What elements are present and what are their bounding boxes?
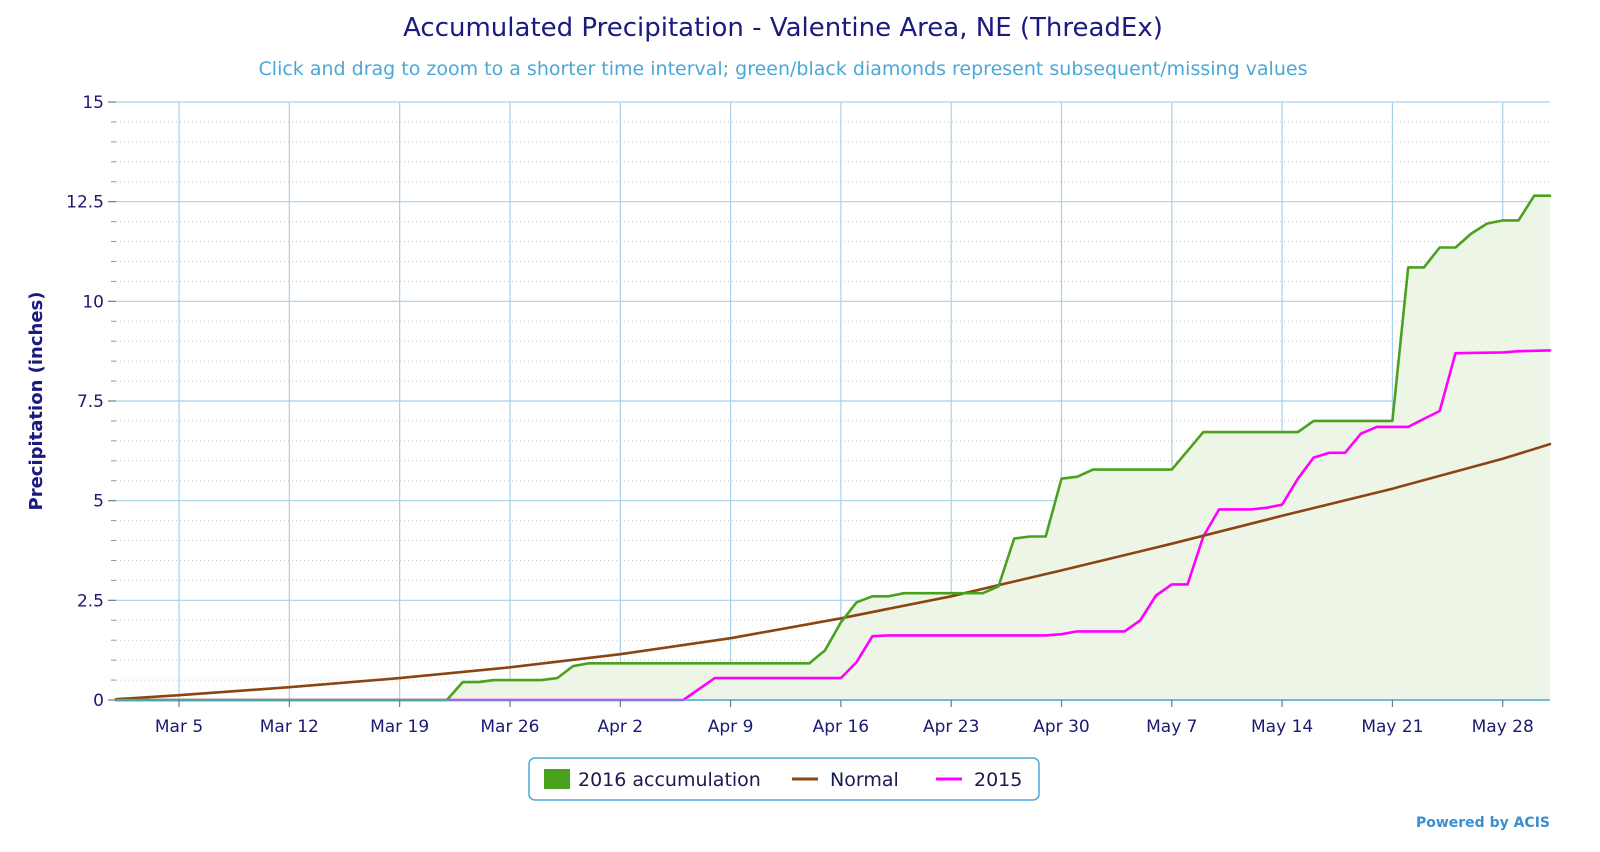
legend-label-2016-accumulation: 2016 accumulation: [578, 769, 761, 791]
y-axis-title: Precipitation (inches): [26, 292, 47, 511]
y-axis-ticks: 0 2.5 5 7.5 10 12.5 15: [66, 93, 116, 711]
legend-box: [528, 757, 1040, 801]
x-axis-ticks: Mar 5 Mar 12 Mar 19 Mar 26 Apr 2 Apr 9 Apr 16 A…: [155, 700, 1534, 737]
series-layer: [114, 194, 1552, 702]
legend[interactable]: 2016 accumulation Normal 2015: [528, 757, 1040, 801]
y-tick-label: 5: [93, 492, 104, 512]
legend-swatch-2016-accumulation: [544, 769, 570, 789]
y-tick-label: 2.5: [77, 591, 104, 611]
credit-link[interactable]: Powered by ACIS: [1416, 815, 1550, 831]
y-tick-label: 12.5: [66, 193, 104, 213]
x-tick-label: May 14: [1251, 717, 1313, 737]
series-2015-line: [114, 349, 1552, 702]
x-tick-label: May 21: [1361, 717, 1423, 737]
series-2016-accumulation-line: [114, 194, 1552, 702]
x-tick-label: Apr 30: [1033, 717, 1089, 737]
x-tick-label: Mar 12: [260, 717, 319, 737]
x-tick-label: Apr 23: [923, 717, 979, 737]
x-tick-label: Mar 26: [480, 717, 539, 737]
chart-subtitle: Click and drag to zoom to a shorter time…: [259, 58, 1308, 80]
x-tick-label: Mar 19: [370, 717, 429, 737]
x-tick-label: Apr 16: [813, 717, 869, 737]
x-tick-label: Apr 2: [597, 717, 643, 737]
series-normal-line: [114, 442, 1552, 701]
y-tick-label: 0: [93, 691, 104, 711]
legend-label-normal: Normal: [830, 769, 899, 791]
legend-label-2015: 2015: [974, 769, 1022, 791]
chart-title: Accumulated Precipitation - Valentine Ar…: [403, 13, 1163, 43]
y-tick-label: 7.5: [77, 392, 104, 412]
x-tick-label: May 28: [1472, 717, 1534, 737]
x-tick-label: Mar 5: [155, 717, 203, 737]
y-tick-label: 10: [82, 292, 104, 312]
x-tick-label: Apr 9: [708, 717, 754, 737]
x-tick-label: May 7: [1146, 717, 1197, 737]
y-tick-label: 15: [82, 93, 104, 113]
